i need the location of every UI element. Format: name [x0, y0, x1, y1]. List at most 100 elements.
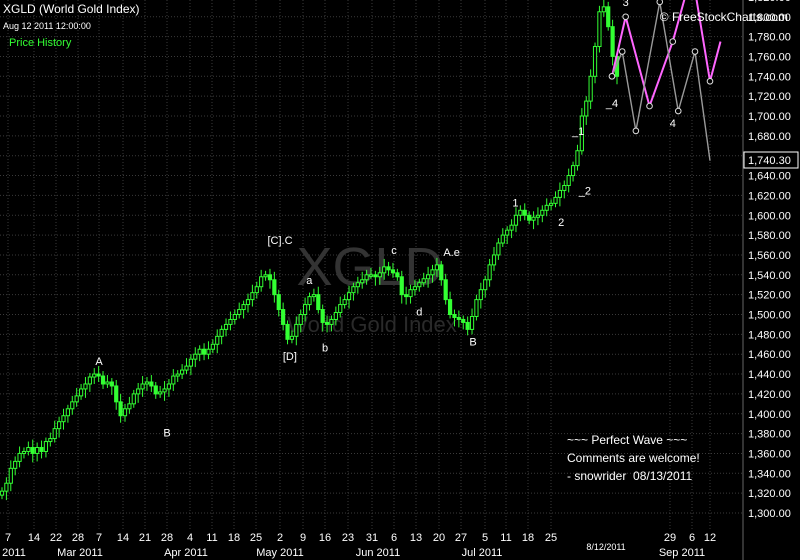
candle — [78, 383, 84, 400]
candle — [294, 316, 299, 346]
candle — [601, 0, 606, 17]
candle — [158, 385, 163, 398]
candle — [166, 379, 172, 397]
candle-body — [109, 381, 114, 387]
candle-body — [114, 385, 119, 403]
candle-body — [474, 299, 479, 317]
candle — [215, 329, 220, 354]
wave-label: _4 — [605, 98, 618, 110]
projection-point — [674, 107, 682, 115]
candle-body — [575, 150, 580, 167]
candle — [21, 447, 27, 459]
candle-body — [531, 216, 536, 221]
candle-body — [483, 279, 488, 291]
brand-label[interactable]: © FreeStockCharts.com — [659, 10, 788, 24]
x-day-tick: 27 — [455, 532, 467, 544]
candle — [553, 191, 558, 208]
candle-body — [13, 460, 18, 469]
candle — [360, 271, 365, 289]
candle-body — [87, 376, 92, 385]
candle — [592, 42, 598, 84]
candle — [333, 306, 338, 326]
candle-body — [43, 441, 49, 452]
candle — [408, 284, 413, 304]
x-axis: 7 14 22 28 7 14 21 28 4 11 18 25 2 9 16 23 31 6 13 20 27 5 11 1… — [2, 532, 716, 559]
candle — [153, 381, 158, 399]
y-tick-label: 1,640.00 — [748, 171, 791, 183]
y-tick-label: 1,700.00 — [748, 111, 791, 123]
candle-body — [21, 450, 27, 454]
candle-body — [434, 264, 439, 271]
y-tick-label: 1,460.00 — [748, 349, 791, 361]
candle — [289, 330, 295, 344]
candle-body — [566, 175, 571, 186]
candle-body — [443, 279, 448, 301]
candle-body — [131, 393, 136, 405]
candle-body — [206, 348, 211, 355]
candle — [395, 268, 400, 281]
candle — [412, 279, 418, 296]
candle-body — [30, 446, 35, 454]
candle-body — [303, 304, 308, 316]
candle-body — [549, 202, 554, 206]
y-tick-label: 1,620.00 — [748, 190, 791, 202]
svg-text:1,740.30: 1,740.30 — [748, 155, 791, 167]
y-tick-label: 1,360.00 — [748, 448, 791, 460]
candle — [52, 420, 57, 443]
y-tick-label: 1,420.00 — [748, 389, 791, 401]
candle — [245, 293, 251, 313]
candle — [118, 393, 123, 423]
candle-body — [228, 318, 233, 325]
candle — [447, 291, 453, 319]
y-tick-label: 1,760.00 — [748, 51, 791, 63]
candle — [140, 376, 145, 397]
candle — [267, 268, 273, 289]
candle-body — [267, 274, 273, 281]
candle — [8, 460, 13, 492]
candle — [316, 286, 321, 314]
candle — [171, 369, 176, 391]
candle-body — [535, 214, 541, 218]
x-day-tick: 11 — [206, 532, 217, 544]
candle-body — [241, 304, 246, 311]
y-tick-label: 1,560.00 — [748, 250, 791, 262]
y-tick-label: 1,440.00 — [748, 369, 791, 381]
projection-point — [691, 48, 699, 55]
candle — [100, 371, 106, 389]
candle — [518, 205, 523, 222]
candle — [368, 267, 374, 279]
candle — [355, 276, 360, 294]
y-tick-label: 1,800.00 — [748, 12, 791, 24]
x-day-tick: 11 — [500, 532, 511, 544]
x-day-tick: 6 — [391, 532, 397, 544]
y-tick-label: 1,500.00 — [748, 310, 791, 322]
candle-body — [140, 383, 145, 390]
candle-body — [351, 286, 356, 294]
comment-line-3: - snowrider 08/13/2011 — [567, 469, 693, 483]
candle-body — [426, 274, 431, 280]
candle — [496, 238, 501, 260]
candle — [65, 404, 70, 423]
candle — [610, 19, 615, 66]
candle — [311, 288, 316, 302]
candle-body — [180, 369, 185, 375]
candle — [597, 5, 602, 53]
candle — [439, 260, 444, 286]
candle — [320, 304, 325, 332]
candle-body — [421, 278, 426, 284]
candle — [92, 368, 97, 384]
candle — [241, 300, 246, 319]
candle-body — [4, 482, 9, 492]
candle — [557, 182, 562, 207]
y-tick-label: 1,480.00 — [748, 329, 791, 341]
wave-label: B — [469, 336, 476, 348]
price-history-label[interactable]: Price History — [9, 37, 72, 49]
candle-body — [390, 269, 396, 274]
x-day-tick: 4 — [187, 532, 193, 544]
candle-body — [232, 314, 237, 320]
candle — [579, 108, 584, 155]
x-month-label: Sep 2011 — [659, 547, 705, 559]
candle-body — [597, 11, 602, 48]
candle — [232, 309, 237, 325]
